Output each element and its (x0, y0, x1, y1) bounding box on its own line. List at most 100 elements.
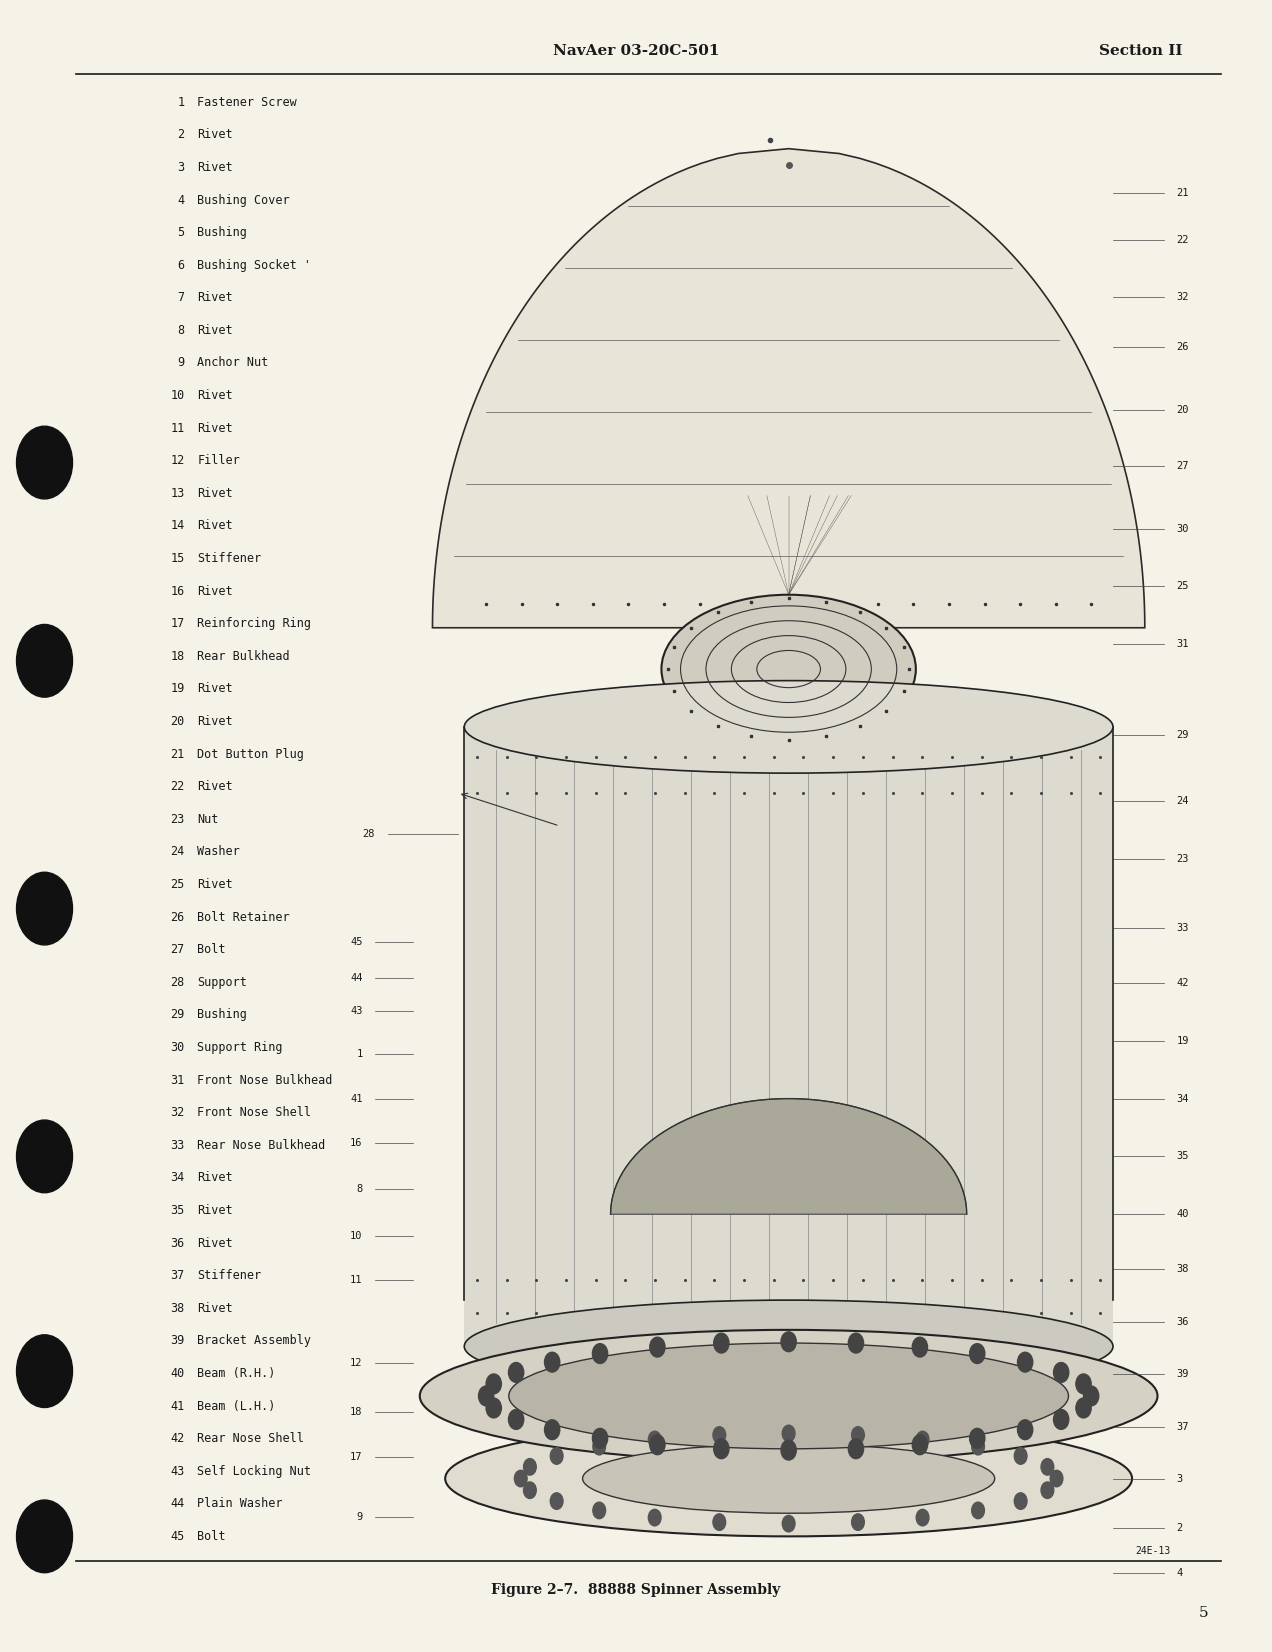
Text: Dot Button Plug: Dot Button Plug (197, 748, 304, 760)
Ellipse shape (509, 1343, 1068, 1449)
Text: 27: 27 (1177, 461, 1189, 471)
Text: 13: 13 (170, 487, 184, 501)
Text: 19: 19 (170, 682, 184, 695)
Text: Rear Bulkhead: Rear Bulkhead (197, 649, 290, 662)
Text: Front Nose Shell: Front Nose Shell (197, 1107, 312, 1120)
Text: Rivet: Rivet (197, 1171, 233, 1184)
Circle shape (1014, 1447, 1027, 1464)
Polygon shape (432, 149, 1145, 628)
Circle shape (593, 1502, 605, 1518)
Circle shape (649, 1510, 661, 1526)
Text: 37: 37 (170, 1269, 184, 1282)
Circle shape (593, 1429, 608, 1449)
Circle shape (17, 1500, 73, 1573)
Text: 21: 21 (1177, 188, 1189, 198)
Circle shape (1053, 1363, 1068, 1383)
Text: Rivet: Rivet (197, 160, 233, 173)
Text: Beam (L.H.): Beam (L.H.) (197, 1399, 276, 1412)
Text: Stiffener: Stiffener (197, 552, 261, 565)
Text: 27: 27 (170, 943, 184, 957)
Text: Rivet: Rivet (197, 682, 233, 695)
Text: 36: 36 (1177, 1317, 1189, 1327)
Text: 31: 31 (1177, 639, 1189, 649)
Circle shape (1053, 1409, 1068, 1429)
Text: 45: 45 (350, 937, 363, 947)
Ellipse shape (464, 1300, 1113, 1393)
Text: 14: 14 (170, 519, 184, 532)
Text: NavAer 03-20C-501: NavAer 03-20C-501 (553, 45, 719, 58)
Text: 3: 3 (177, 160, 184, 173)
Text: Rivet: Rivet (197, 324, 233, 337)
Text: Bolt Retainer: Bolt Retainer (197, 910, 290, 923)
Ellipse shape (661, 595, 916, 743)
Circle shape (17, 1335, 73, 1408)
Text: Fastener Screw: Fastener Screw (197, 96, 296, 109)
Circle shape (17, 872, 73, 945)
Text: Section II: Section II (1099, 45, 1183, 58)
Circle shape (712, 1427, 725, 1444)
Circle shape (544, 1353, 560, 1373)
Text: 36: 36 (170, 1237, 184, 1249)
Text: 39: 39 (1177, 1370, 1189, 1379)
Circle shape (551, 1447, 563, 1464)
Text: 32: 32 (1177, 292, 1189, 302)
Circle shape (17, 1120, 73, 1193)
Text: Rear Nose Bulkhead: Rear Nose Bulkhead (197, 1138, 326, 1151)
Ellipse shape (445, 1421, 1132, 1536)
Text: 44: 44 (170, 1497, 184, 1510)
Text: 10: 10 (350, 1231, 363, 1241)
Circle shape (1040, 1482, 1053, 1498)
Text: Reinforcing Ring: Reinforcing Ring (197, 618, 312, 631)
Text: 1: 1 (356, 1049, 363, 1059)
Text: 34: 34 (1177, 1094, 1189, 1104)
Text: 33: 33 (1177, 923, 1189, 933)
FancyBboxPatch shape (356, 91, 1170, 1536)
Text: 17: 17 (350, 1452, 363, 1462)
Text: Bolt: Bolt (197, 943, 225, 957)
Circle shape (1014, 1493, 1027, 1510)
Text: 18: 18 (350, 1408, 363, 1417)
Polygon shape (611, 1099, 967, 1214)
Text: Rivet: Rivet (197, 421, 233, 434)
Ellipse shape (420, 1330, 1158, 1462)
Text: 11: 11 (350, 1275, 363, 1285)
Text: Bushing Socket ': Bushing Socket ' (197, 259, 312, 271)
Text: Figure 2–7.  88888 Spinner Assembly: Figure 2–7. 88888 Spinner Assembly (491, 1583, 781, 1596)
Text: 7: 7 (177, 291, 184, 304)
Text: Rivet: Rivet (197, 1302, 233, 1315)
Text: Bolt: Bolt (197, 1530, 225, 1543)
Text: 12: 12 (170, 454, 184, 468)
Text: 9: 9 (177, 357, 184, 370)
Text: Plain Washer: Plain Washer (197, 1497, 282, 1510)
Text: Rivet: Rivet (197, 519, 233, 532)
Circle shape (551, 1493, 563, 1510)
Text: Support Ring: Support Ring (197, 1041, 282, 1054)
Text: 4: 4 (177, 193, 184, 206)
Circle shape (714, 1333, 729, 1353)
Circle shape (781, 1441, 796, 1460)
Text: 35: 35 (170, 1204, 184, 1218)
Circle shape (1018, 1419, 1033, 1439)
Circle shape (1084, 1386, 1099, 1406)
Text: 38: 38 (170, 1302, 184, 1315)
Text: Filler: Filler (197, 454, 240, 468)
Circle shape (544, 1419, 560, 1439)
FancyBboxPatch shape (464, 727, 1113, 1346)
Text: Stiffener: Stiffener (197, 1269, 261, 1282)
Text: Rivet: Rivet (197, 390, 233, 401)
Circle shape (916, 1510, 929, 1526)
Text: 33: 33 (170, 1138, 184, 1151)
Text: 25: 25 (170, 879, 184, 890)
Text: Rivet: Rivet (197, 879, 233, 890)
Circle shape (486, 1398, 501, 1417)
Text: 25: 25 (1177, 582, 1189, 591)
Circle shape (852, 1427, 865, 1444)
Text: 19: 19 (1177, 1036, 1189, 1046)
Circle shape (848, 1333, 864, 1353)
Text: 8: 8 (356, 1184, 363, 1194)
Text: 10: 10 (170, 390, 184, 401)
Text: 1: 1 (177, 96, 184, 109)
Text: 12: 12 (350, 1358, 363, 1368)
Text: 8: 8 (177, 324, 184, 337)
Text: 9: 9 (356, 1512, 363, 1521)
